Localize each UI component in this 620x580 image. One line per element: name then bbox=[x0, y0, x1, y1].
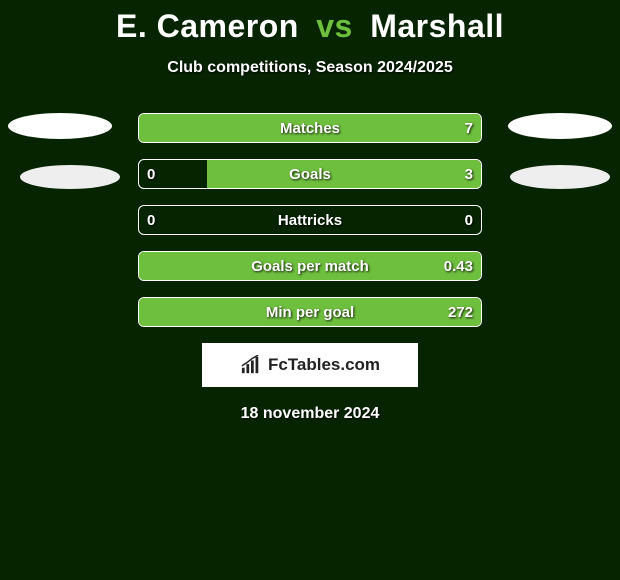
subtitle: Club competitions, Season 2024/2025 bbox=[0, 59, 620, 77]
stat-fill-right bbox=[139, 252, 481, 280]
stat-row: 0.43Goals per match bbox=[138, 251, 482, 281]
brand-text: FcTables.com bbox=[268, 355, 380, 375]
stat-row: 272Min per goal bbox=[138, 297, 482, 327]
stat-fill-right bbox=[139, 114, 481, 142]
stat-bars: 7Matches03Goals00Hattricks0.43Goals per … bbox=[138, 113, 482, 327]
vs-separator: vs bbox=[316, 8, 353, 44]
stat-row: 03Goals bbox=[138, 159, 482, 189]
comparison-title: E. Cameron vs Marshall bbox=[0, 0, 620, 45]
player2-shadow-icon bbox=[510, 165, 610, 189]
stat-fill-right bbox=[139, 298, 481, 326]
stat-row: 7Matches bbox=[138, 113, 482, 143]
stat-row: 0 0Hattricks bbox=[138, 205, 482, 235]
stat-value-left: 0 bbox=[147, 160, 155, 188]
player1-marker-icon bbox=[8, 113, 112, 139]
stat-label: Hattricks bbox=[139, 206, 481, 234]
stat-fill-right bbox=[207, 160, 481, 188]
player2-name: Marshall bbox=[370, 8, 504, 44]
player1-name: E. Cameron bbox=[116, 8, 299, 44]
brand-badge[interactable]: FcTables.com bbox=[202, 343, 418, 387]
player1-shadow-icon bbox=[20, 165, 120, 189]
stat-value-left: 0 bbox=[147, 206, 155, 234]
chart-icon bbox=[240, 355, 262, 375]
date-line: 18 november 2024 bbox=[0, 405, 620, 423]
player2-marker-icon bbox=[508, 113, 612, 139]
comparison-arena: 7Matches03Goals00Hattricks0.43Goals per … bbox=[0, 113, 620, 327]
stat-value-right: 0 bbox=[465, 206, 473, 234]
